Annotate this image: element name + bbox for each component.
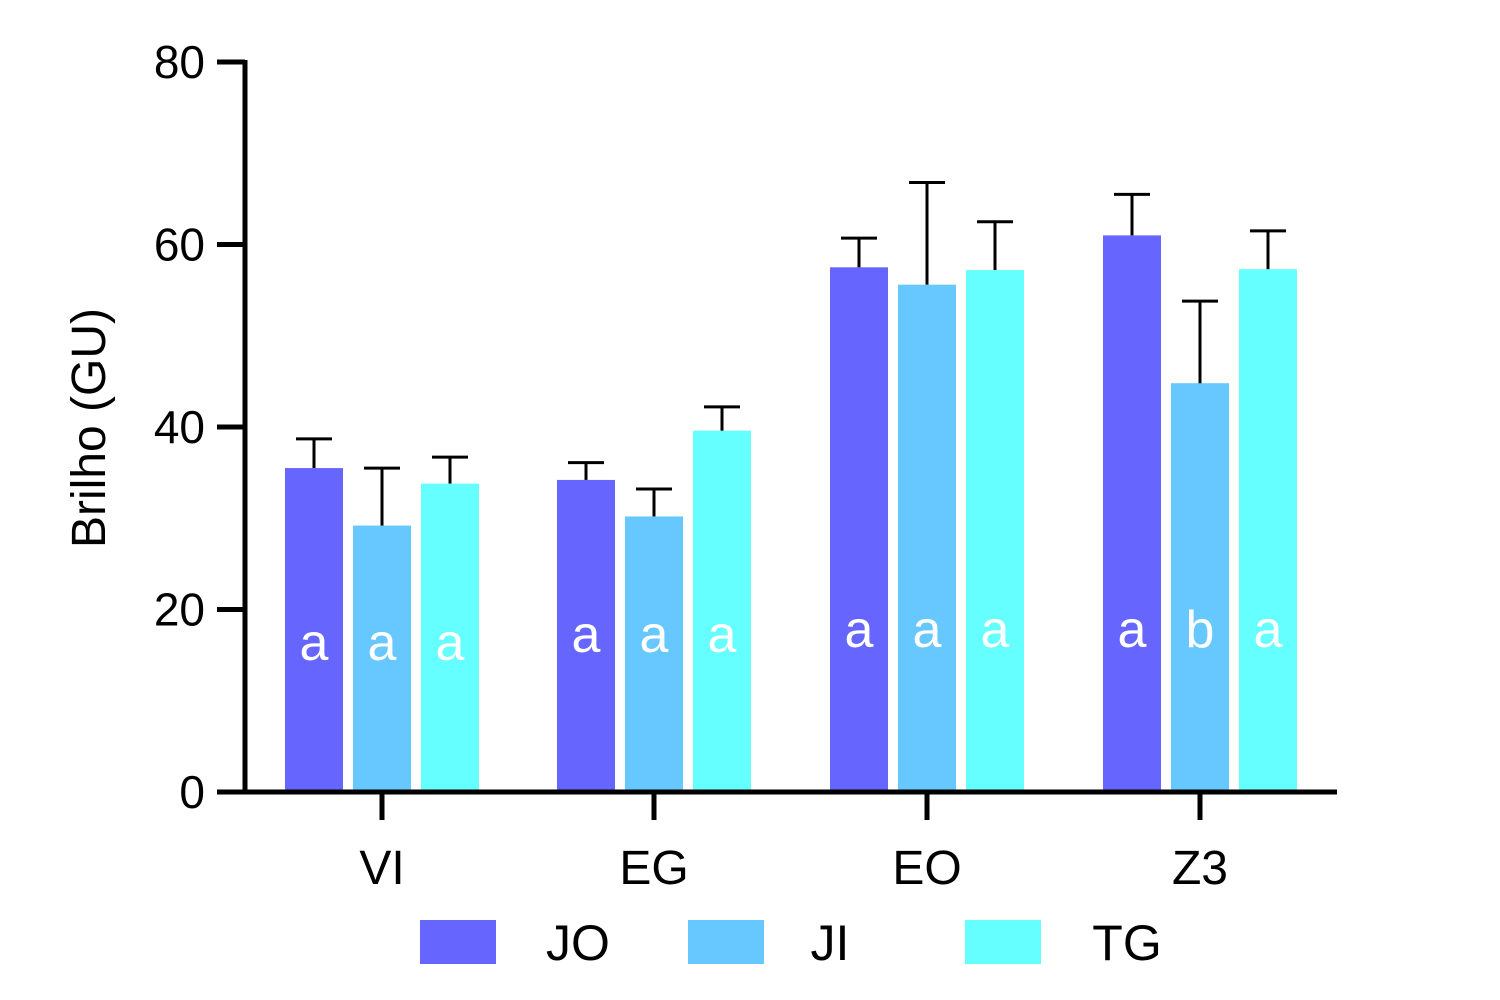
x-category-label-z3: Z3 (1172, 842, 1228, 895)
significance-letter-jo-eg: a (572, 606, 601, 664)
legend-label-ji: JI (811, 915, 850, 971)
bar-tg-vi (421, 483, 479, 792)
significance-letter-ji-z3: b (1186, 601, 1215, 659)
legend: JO JI TG (420, 915, 1162, 971)
bar-ji-eo (898, 284, 956, 792)
significance-letter-ji-eg: a (640, 606, 669, 664)
y-tick-label-80: 80 (154, 36, 205, 88)
y-tick-label-60: 60 (154, 219, 205, 271)
x-category-label-eg: EG (619, 842, 688, 895)
legend-label-tg: TG (1092, 915, 1161, 971)
significance-letter-ji-vi: a (368, 614, 397, 672)
y-tick-label-0: 0 (179, 766, 205, 818)
significance-letter-tg-eg: a (708, 606, 737, 664)
legend-swatch-ji (688, 920, 764, 964)
significance-letter-tg-z3: a (1254, 601, 1283, 659)
legend-label-jo: JO (546, 915, 610, 971)
bar-jo-eg (557, 479, 615, 792)
legend-swatch-jo (420, 920, 496, 964)
bar-jo-vi (285, 468, 343, 792)
x-category-label-vi: VI (359, 842, 404, 895)
bar-tg-eg (693, 430, 751, 792)
bar-ji-vi (353, 525, 411, 792)
significance-letter-jo-z3: a (1118, 601, 1147, 659)
significance-letter-jo-vi: a (300, 614, 329, 672)
legend-swatch-tg (965, 920, 1041, 964)
bar-ji-eg (625, 516, 683, 792)
significance-letter-jo-eo: a (845, 601, 874, 659)
significance-letter-tg-vi: a (436, 614, 465, 672)
bar-jo-z3 (1103, 235, 1161, 792)
bar-ji-z3 (1171, 383, 1229, 792)
bar-tg-eo (966, 270, 1024, 792)
significance-letter-ji-eo: a (913, 601, 942, 659)
y-axis-title: Brilho (GU) (63, 308, 116, 548)
y-tick-label-20: 20 (154, 584, 205, 636)
y-tick-label-40: 40 (154, 401, 205, 453)
significance-letter-tg-eo: a (981, 601, 1010, 659)
x-category-label-eo: EO (892, 842, 961, 895)
bar-tg-z3 (1239, 269, 1297, 792)
bar-jo-eo (830, 267, 888, 792)
